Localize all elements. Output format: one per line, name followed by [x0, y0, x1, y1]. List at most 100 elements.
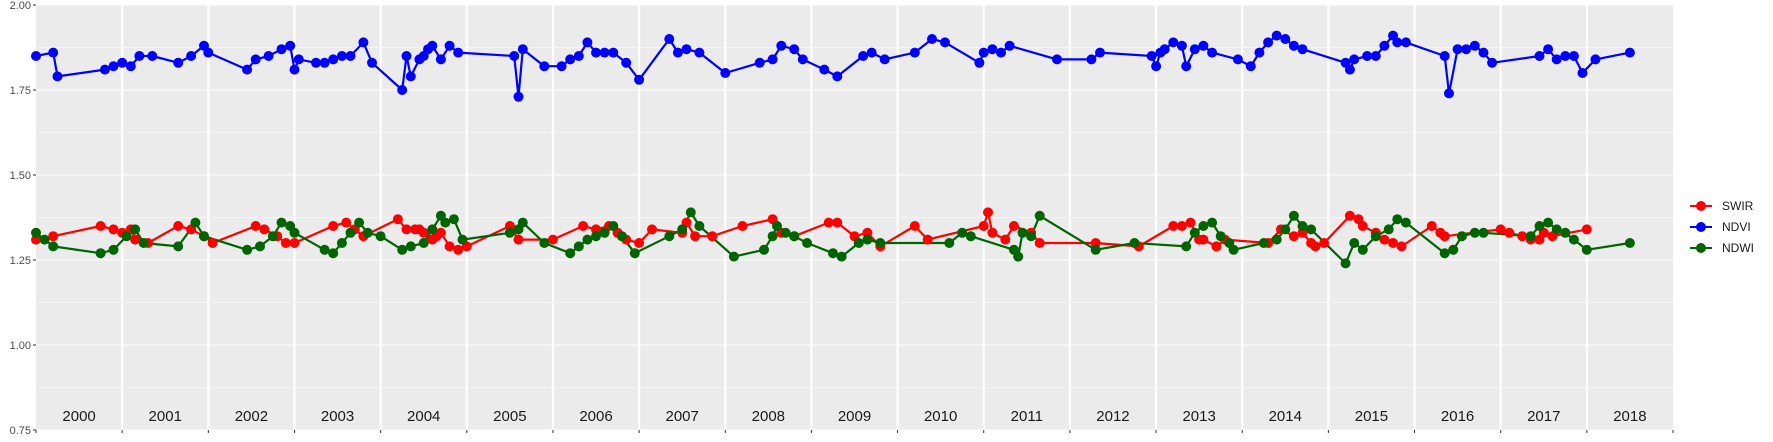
data-point-ndvi [289, 64, 300, 75]
data-point-swir [280, 238, 291, 248]
data-point-swir [1439, 231, 1450, 242]
data-point-swir [95, 221, 106, 231]
data-point-ndvi [1534, 51, 1545, 61]
data-point-ndvi [1271, 30, 1282, 41]
data-point-ndvi [405, 71, 416, 82]
data-point-ndwi [1543, 217, 1554, 228]
data-point-ndvi [1288, 40, 1299, 51]
data-point-ndwi [108, 244, 119, 255]
data-point-swir [647, 224, 657, 235]
data-point-ndwi [853, 238, 864, 248]
year-label: 2000 [62, 408, 95, 425]
data-point-ndwi [728, 251, 739, 262]
data-point-swir [328, 221, 339, 231]
data-point-ndwi [362, 227, 373, 238]
data-point-ndwi [1525, 231, 1536, 242]
data-point-ndwi [802, 238, 813, 248]
data-point-ndvi [336, 51, 347, 61]
data-point-ndvi [978, 47, 989, 58]
year-label: 2009 [838, 408, 871, 425]
data-point-ndvi [401, 51, 412, 61]
data-point-ndwi [836, 251, 847, 262]
data-point-ndvi [517, 44, 528, 55]
data-point-swir [1211, 241, 1222, 252]
data-point-swir [1319, 238, 1330, 248]
data-point-swir [48, 231, 59, 242]
data-point-swir [435, 227, 446, 238]
data-point-ndwi [1288, 210, 1299, 221]
data-point-ndvi [397, 85, 408, 95]
data-point-ndvi [1560, 51, 1571, 61]
data-point-swir [453, 244, 464, 255]
data-point-ndvi [108, 61, 119, 72]
data-point-swir [401, 224, 412, 235]
data-point-ndvi [1400, 37, 1411, 48]
data-point-ndvi [1349, 54, 1360, 65]
year-label: 2001 [149, 408, 182, 425]
year-label: 2017 [1527, 408, 1560, 425]
data-point-swir [1396, 241, 1407, 252]
data-point-swir [1495, 224, 1506, 235]
data-point-ndvi [940, 37, 950, 48]
data-point-ndwi [1478, 227, 1489, 238]
data-point-ndwi [1357, 244, 1368, 255]
data-point-ndvi [117, 57, 128, 68]
data-point-swir [922, 234, 933, 245]
data-point-ndvi [694, 47, 705, 58]
data-point-ndwi [862, 234, 873, 245]
y-tick-label: 1.00 [10, 340, 31, 352]
legend-label-swir: SWIR [1722, 199, 1754, 213]
data-point-swir [1379, 234, 1390, 245]
data-point-swir [1000, 234, 1011, 245]
year-label: 2018 [1613, 408, 1646, 425]
data-point-swir [173, 221, 184, 231]
data-point-ndwi [1370, 231, 1381, 242]
data-point-ndvi [599, 47, 610, 58]
data-point-ndwi [1129, 238, 1140, 248]
year-label: 2004 [407, 408, 440, 425]
data-point-ndvi [1232, 54, 1243, 65]
data-point-ndwi [267, 231, 278, 242]
data-point-ndwi [1207, 217, 1218, 228]
legend-key-point [1696, 222, 1706, 232]
data-point-swir [513, 234, 524, 245]
data-point-ndvi [927, 34, 937, 44]
data-point-ndvi [1543, 44, 1554, 55]
data-point-ndwi [944, 238, 955, 248]
data-point-ndwi [1560, 227, 1571, 238]
data-point-ndwi [440, 217, 451, 228]
data-point-ndvi [186, 51, 197, 61]
data-point-ndwi [130, 224, 141, 235]
data-point-ndvi [276, 44, 287, 55]
data-point-ndvi [681, 44, 692, 55]
data-point-swir [1034, 238, 1045, 248]
data-point-ndwi [199, 231, 209, 242]
data-point-ndvi [1176, 40, 1187, 51]
grid-lines [36, 4, 1673, 431]
data-point-ndvi [573, 51, 584, 61]
data-point-ndwi [31, 227, 41, 238]
year-label: 2003 [321, 408, 354, 425]
data-point-ndvi [1159, 44, 1170, 55]
data-point-ndvi [819, 64, 830, 75]
data-point-ndvi [1263, 37, 1274, 48]
data-point-swir [1008, 221, 1019, 231]
data-point-ndwi [1258, 238, 1269, 248]
data-point-ndvi [996, 47, 1006, 58]
legend-label-ndwi: NDWI [1722, 241, 1754, 255]
data-point-ndvi [720, 68, 731, 78]
data-point-ndwi [1017, 227, 1028, 238]
data-point-ndvi [1151, 61, 1162, 72]
data-point-ndvi [147, 51, 158, 61]
data-point-ndvi [1095, 47, 1105, 58]
data-point-ndwi [397, 244, 408, 255]
data-point-ndvi [866, 47, 877, 58]
data-point-swir [1168, 221, 1179, 231]
data-point-ndvi [293, 54, 304, 65]
data-point-ndvi [634, 74, 645, 85]
data-point-ndvi [754, 57, 765, 68]
data-point-swir [832, 217, 843, 228]
data-point-swir [1344, 210, 1355, 221]
data-point-ndwi [1215, 231, 1226, 242]
data-point-ndwi [1181, 241, 1192, 252]
